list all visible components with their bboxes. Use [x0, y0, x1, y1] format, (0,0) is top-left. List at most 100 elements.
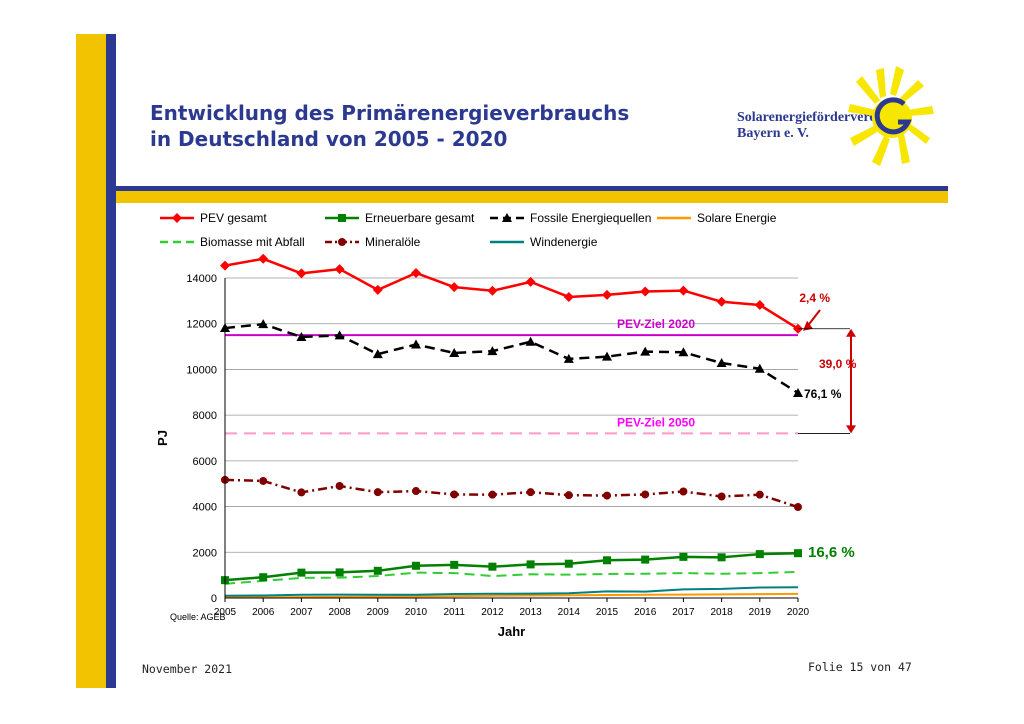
data-point [335, 568, 344, 577]
data-point [526, 488, 535, 497]
data-point [564, 559, 573, 568]
data-point [679, 552, 688, 561]
data-point [335, 482, 344, 490]
data-point [449, 282, 460, 293]
data-point [258, 253, 269, 264]
data-point [372, 349, 383, 359]
x-tick-label: 2017 [672, 607, 695, 618]
data-point [754, 363, 765, 373]
data-point [603, 491, 611, 500]
series-line [224, 551, 799, 582]
data-point [678, 347, 689, 357]
data-point [259, 573, 268, 582]
chart-annotations: 2,4 % 39,0 % 76,1 % 16,6 % [798, 291, 857, 561]
series-line [224, 322, 799, 395]
legend-label: Solare Energie [697, 211, 777, 225]
x-tick-label: 2014 [558, 607, 581, 618]
legend-marker [338, 238, 346, 246]
legend-marker [338, 214, 346, 222]
accent-bar-vertical-blue [106, 34, 116, 688]
logo-text: Solarenergieförderverein Bayern e. V. [737, 110, 887, 142]
reference-line-label: PEV-Ziel 2050 [617, 415, 695, 429]
series-line [224, 592, 799, 599]
data-point [450, 560, 459, 569]
chart-legend: PEV gesamt Erneuerbare gesamt Fossile Ener… [160, 211, 777, 249]
data-point [488, 490, 497, 499]
legend-label: Fossile Energiequellen [530, 211, 651, 225]
data-point [487, 346, 498, 356]
data-point [602, 289, 612, 300]
data-point [641, 555, 650, 564]
x-tick-label: 2015 [596, 607, 619, 618]
data-point [258, 319, 269, 329]
x-tick-label: 2010 [405, 607, 428, 618]
x-tick-label: 2012 [481, 607, 504, 618]
data-point [755, 550, 764, 559]
data-point [334, 264, 345, 275]
data-point [602, 351, 612, 361]
footer-date: November 2021 [142, 662, 233, 676]
series-line [224, 586, 799, 597]
data-point [297, 488, 306, 497]
data-point [526, 560, 535, 569]
data-point [716, 358, 727, 368]
accent-bar-horizontal-blue [116, 186, 948, 191]
y-axis-label: PJ [155, 430, 170, 446]
data-point [564, 491, 573, 500]
legend-label: PEV gesamt [200, 211, 267, 225]
slide-title: Entwicklung des Primärenergieverbrauchs … [150, 100, 629, 152]
x-tick-label: 2011 [443, 607, 465, 618]
x-tick-label: 2020 [787, 607, 810, 618]
x-tick-label: 2018 [710, 607, 733, 618]
x-tick-label: 2013 [519, 607, 542, 618]
y-tick-label: 0 [211, 593, 217, 605]
y-tick-label: 14000 [186, 273, 217, 285]
x-tick-label: 2007 [290, 607, 313, 618]
data-point [754, 299, 765, 310]
legend-marker [502, 213, 512, 222]
y-tick-label: 10000 [186, 364, 217, 376]
chart-series [220, 253, 803, 599]
footer-page-number: Folie 15 von 47 [808, 660, 912, 674]
data-point [296, 268, 307, 279]
data-point [755, 490, 764, 499]
slide-title-line2: in Deutschland von 2005 - 2020 [150, 127, 508, 151]
y-tick-label: 6000 [193, 456, 217, 468]
data-point [297, 568, 306, 577]
data-point [525, 336, 536, 346]
y-tick-label: 12000 [186, 319, 217, 331]
data-point [449, 347, 460, 357]
legend-marker [172, 213, 182, 223]
data-point [334, 330, 345, 340]
data-point [487, 285, 498, 296]
data-point [640, 286, 651, 297]
data-point [373, 566, 382, 575]
logo-line1: Solarenergieförderverein [737, 110, 888, 125]
data-point [412, 561, 420, 570]
legend-label: Mineralöle [365, 235, 421, 249]
data-point [450, 490, 459, 499]
x-tick-label: 2019 [749, 607, 772, 618]
data-point [793, 387, 803, 397]
data-point [372, 284, 383, 295]
annotation-arrowhead [846, 425, 856, 434]
series-line [224, 257, 799, 330]
reference-line-label: PEV-Ziel 2020 [617, 317, 695, 331]
data-point [641, 490, 650, 499]
annotation-goal-gap: 39,0 % [819, 357, 857, 371]
data-point [717, 553, 726, 562]
accent-bar-horizontal-yellow [116, 191, 948, 203]
accent-bar-vertical-yellow [76, 34, 106, 688]
chart-grid [225, 277, 798, 599]
data-point [603, 556, 611, 565]
data-point [373, 488, 382, 497]
annotation-pev-reduction: 2,4 % [799, 291, 830, 305]
data-point [412, 487, 420, 496]
y-tick-label: 4000 [193, 502, 217, 514]
chart-source: Quelle: AGEB [170, 612, 226, 622]
data-point [296, 331, 307, 341]
y-tick-label: 8000 [193, 410, 217, 422]
legend-label: Erneuerbare gesamt [365, 211, 475, 225]
data-point [220, 260, 230, 271]
annotation-fossil-share: 76,1 % [804, 387, 842, 401]
